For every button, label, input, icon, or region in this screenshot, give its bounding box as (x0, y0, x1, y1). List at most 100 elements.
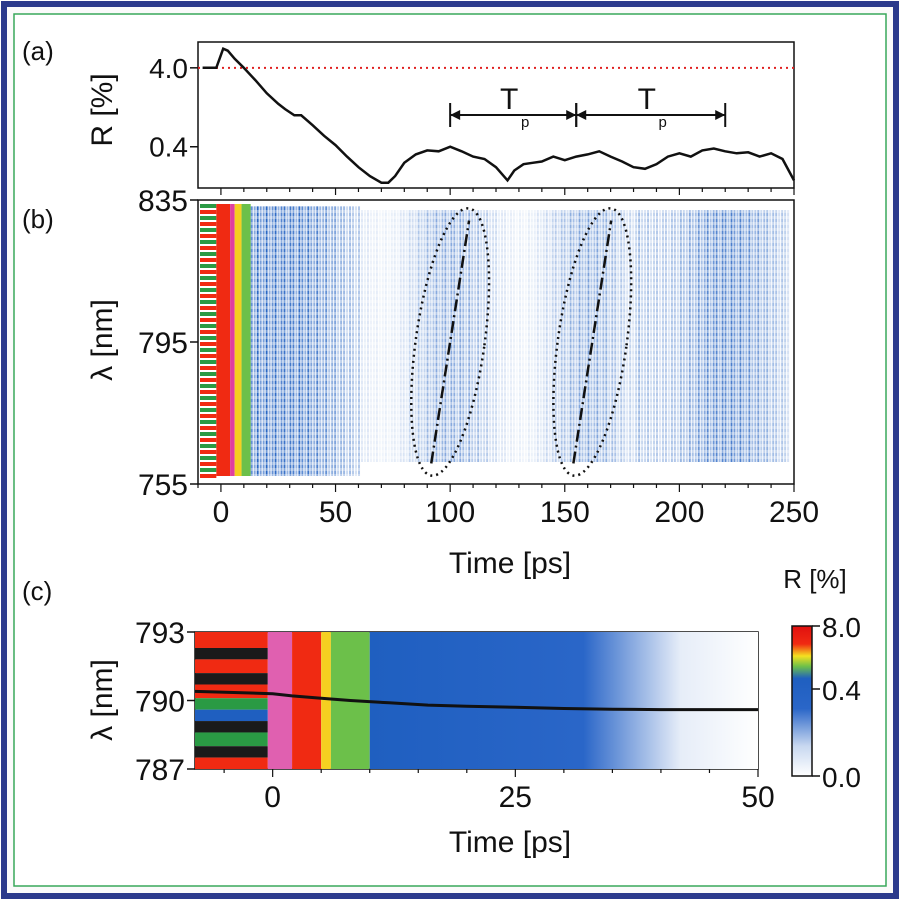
heatmap-cell (200, 270, 217, 274)
heatmap-cell (200, 432, 217, 436)
panel-b-ylabel: λ [nm] (86, 299, 119, 381)
heatmap-cell (195, 721, 268, 733)
heatmap-cell (200, 264, 217, 268)
heatmap-band-green (241, 204, 251, 476)
dotted-ellipse (552, 207, 633, 477)
period-arrow-head-left (576, 110, 587, 120)
heatmap-band-magenta (267, 632, 293, 769)
heatmap-band-blue (369, 632, 758, 769)
period-label-subscript: p (659, 114, 667, 131)
panel-c-ytick-label: 790 (135, 686, 185, 719)
panel-b-ytick-label: 755 (138, 469, 188, 502)
heatmap-cell (200, 366, 217, 370)
heatmap-texture (250, 204, 790, 476)
heatmap-cell (200, 450, 217, 454)
heatmap-cell (200, 306, 217, 310)
heatmap-cell (195, 746, 268, 758)
heatmap-band-red (292, 632, 322, 769)
heatmap-cell (200, 210, 217, 214)
heatmap-cell (200, 222, 217, 226)
heatmap-cell (200, 318, 217, 322)
heatmap-cell (195, 632, 268, 648)
panel-b-xtick-label: 0 (213, 496, 230, 529)
panel-c-center-wavelength-trace (194, 689, 758, 712)
reflectivity-trace (202, 47, 796, 184)
heatmap-cell (200, 204, 217, 208)
panel-a-letter: (a) (22, 36, 54, 66)
heatmap-cell (200, 408, 217, 412)
heatmap-cell (195, 757, 268, 769)
heatmap-cell (200, 312, 217, 316)
heatmap-band-magenta (230, 204, 235, 476)
period-arrow-head-right (715, 110, 726, 120)
heatmap-cell (200, 282, 217, 286)
colorbar-tick-label: 0.0 (822, 762, 861, 793)
heatmap-cell (200, 390, 217, 394)
panel-a-ylabel: R [%] (86, 73, 119, 146)
panel-b-xlabel: Time [ps] (449, 547, 571, 580)
heatmap-cell (200, 258, 217, 262)
heatmap-cell (200, 288, 217, 292)
heatmap-band-yellow (321, 632, 331, 769)
panel-b-xtick-label: 200 (654, 496, 704, 529)
heatmap-cell (200, 402, 217, 406)
panel-c-xtick-label: 0 (264, 781, 281, 814)
panel-c-ytick-label: 787 (135, 754, 185, 787)
heatmap-cell (195, 647, 268, 660)
panel-c-xlabel: Time [ps] (449, 826, 571, 859)
heatmap-cell (200, 324, 217, 328)
heatmap-cell (200, 354, 217, 358)
heatmap-cell (200, 294, 217, 298)
panel-a-ytick-label: 0.4 (149, 132, 188, 163)
colorbar-title: R [%] (783, 564, 847, 594)
heatmap-cell (200, 348, 217, 352)
heatmap-cell (200, 384, 217, 388)
heatmap-cell (200, 420, 217, 424)
heatmap-cell (200, 372, 217, 376)
panel-b-ytick-label: 795 (138, 327, 188, 360)
heatmap-cell (200, 336, 217, 340)
heatmap-cell (200, 216, 217, 220)
panel-c-ylabel: λ [nm] (86, 659, 119, 741)
colorbar-tick-label: 8.0 (822, 612, 861, 643)
panel-c-ytick-label: 793 (135, 617, 185, 650)
panel-b-heatmap: 755 795 835 0 50 100 150 200 250 (138, 185, 819, 529)
heatmap-band-yellow (234, 204, 242, 476)
heatmap-cell (200, 228, 217, 232)
heatmap-cell (200, 378, 217, 382)
panel-b-xtick-label: 250 (769, 496, 819, 529)
panel-c-xtick-label: 50 (741, 781, 774, 814)
panel-b-xtick-label: 100 (425, 496, 475, 529)
heatmap-cell (200, 438, 217, 442)
panel-c-letter: (c) (22, 576, 52, 606)
panel-b-letter: (b) (22, 204, 54, 234)
panel-b-xtick-label: 50 (319, 496, 352, 529)
heatmap-cell (200, 276, 217, 280)
period-label: T (500, 83, 518, 116)
panel-c-heatmap: 787 790 793 0 25 50 8.0 0.4 0.0 (135, 612, 861, 814)
heatmap-cell (200, 426, 217, 430)
panel-a-ytick-label: 4.0 (149, 53, 188, 84)
heatmap-cell (200, 396, 217, 400)
heatmap-cell (200, 462, 217, 466)
panel-c-xtick-label: 25 (499, 781, 532, 814)
period-label: T (638, 83, 656, 116)
heatmap-cell (200, 246, 217, 250)
period-arrow-head-right (566, 110, 577, 120)
heatmap-cell (200, 444, 217, 448)
heatmap-cell (200, 474, 217, 478)
panel-b-ytick-label: 835 (138, 185, 188, 218)
heatmap-cell (195, 698, 268, 710)
heatmap-cell (200, 330, 217, 334)
dotted-ellipse (410, 207, 491, 477)
panel-b-xtick-label: 150 (540, 496, 590, 529)
heatmap-cell (200, 360, 217, 364)
heatmap-cell (200, 300, 217, 304)
heatmap-band-red (216, 204, 231, 476)
heatmap-cell (195, 732, 268, 747)
heatmap-cell (200, 240, 217, 244)
heatmap-cell (200, 456, 217, 460)
period-label-subscript: p (521, 114, 529, 131)
